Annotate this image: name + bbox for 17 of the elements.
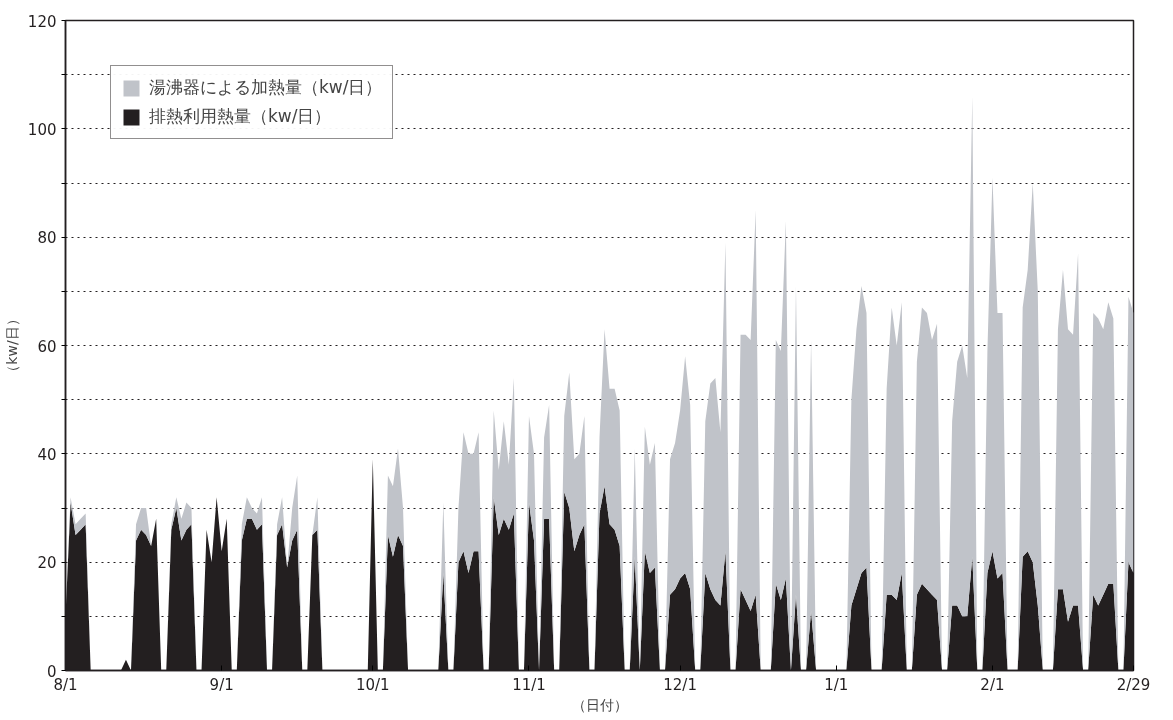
y-tick-label: 80 <box>37 229 57 248</box>
y-tick-label: 40 <box>37 445 57 464</box>
y-tick-label: 120 <box>27 12 57 31</box>
y-tick-label: 20 <box>37 554 57 573</box>
legend-label: 排熱利用熱量（kw/日） <box>149 105 332 128</box>
x-axis-title: （日付） <box>571 696 628 713</box>
y-tick-label: 60 <box>37 337 57 356</box>
x-tick-label: 11/1 <box>512 675 546 694</box>
x-tick-label: 9/1 <box>209 675 234 694</box>
x-tick-label: 2/29 <box>1116 675 1151 694</box>
y-axis-title: （kw/日） <box>3 312 20 379</box>
x-tick-label: 10/1 <box>355 675 390 694</box>
y-tick-label: 100 <box>27 120 57 139</box>
x-tick-label: 2/1 <box>980 675 1005 694</box>
legend-label: 湯沸器による加熱量（kw/日） <box>149 76 383 99</box>
x-tick-label: 1/1 <box>824 675 849 694</box>
x-tick-label: 12/1 <box>663 675 697 694</box>
